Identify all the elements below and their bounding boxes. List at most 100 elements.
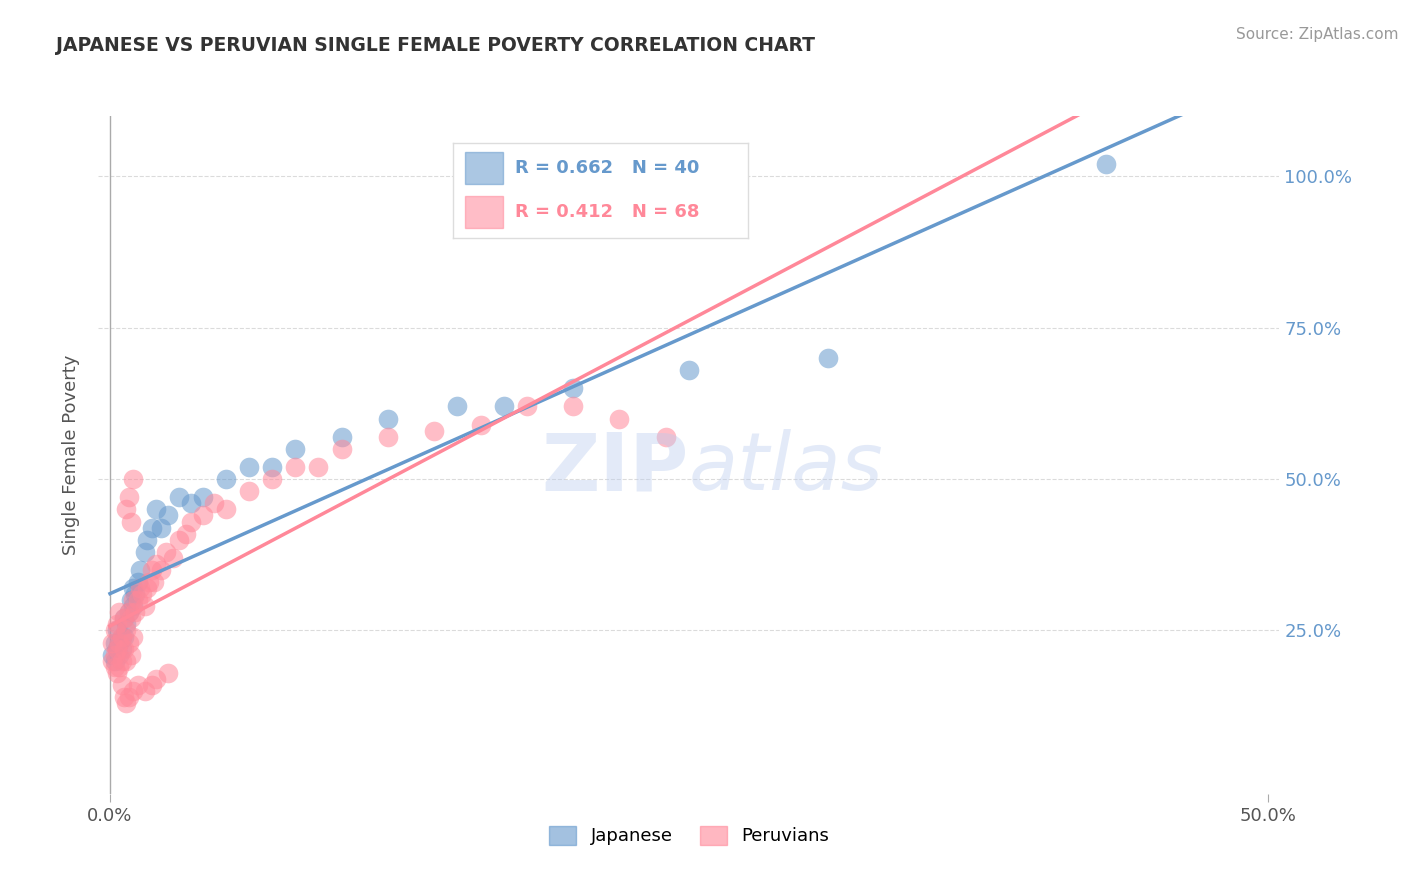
Point <box>562 381 585 395</box>
Point <box>145 557 167 571</box>
Point <box>215 472 238 486</box>
Point <box>104 660 127 674</box>
Point <box>124 587 146 601</box>
Point <box>134 545 156 559</box>
Point <box>169 491 191 505</box>
FancyBboxPatch shape <box>464 196 503 228</box>
Point <box>122 472 145 486</box>
Point <box>117 690 139 704</box>
Point <box>155 545 177 559</box>
Point <box>108 648 131 662</box>
Point <box>678 363 700 377</box>
Point <box>110 630 132 644</box>
Point <box>104 654 127 668</box>
Point <box>262 472 284 486</box>
Text: R = 0.662   N = 40: R = 0.662 N = 40 <box>515 159 699 177</box>
Text: JAPANESE VS PERUVIAN SINGLE FEMALE POVERTY CORRELATION CHART: JAPANESE VS PERUVIAN SINGLE FEMALE POVER… <box>56 36 815 54</box>
Legend: Japanese, Peruvians: Japanese, Peruvians <box>541 819 837 853</box>
Point <box>115 502 138 516</box>
Point <box>162 550 184 565</box>
Point <box>120 515 142 529</box>
Point <box>129 563 152 577</box>
Point <box>141 520 163 534</box>
Point <box>112 611 135 625</box>
Point <box>516 400 538 414</box>
Point <box>122 593 145 607</box>
Point <box>104 624 127 638</box>
Point <box>136 533 159 547</box>
Point <box>115 654 138 668</box>
Point <box>655 430 678 444</box>
Point <box>115 617 138 632</box>
Point <box>817 351 839 365</box>
FancyBboxPatch shape <box>464 152 503 184</box>
Point <box>105 665 128 680</box>
Point <box>330 430 353 444</box>
Point <box>1094 157 1116 171</box>
Point <box>122 684 145 698</box>
Point <box>112 641 135 656</box>
Point <box>180 496 202 510</box>
Point <box>120 611 142 625</box>
Point <box>104 635 127 649</box>
Point <box>108 660 131 674</box>
Point <box>112 630 135 644</box>
Point <box>101 654 124 668</box>
Point <box>101 648 124 662</box>
Point <box>115 696 138 710</box>
Point <box>112 690 135 704</box>
Point <box>284 460 307 475</box>
Point <box>262 460 284 475</box>
Point <box>156 508 179 523</box>
Point <box>105 624 128 638</box>
Point <box>191 508 214 523</box>
Point <box>127 593 149 607</box>
Point <box>127 678 149 692</box>
Point <box>110 630 132 644</box>
Point <box>110 641 132 656</box>
Point <box>238 484 260 499</box>
Point <box>138 575 160 590</box>
Point <box>110 654 132 668</box>
Point <box>180 515 202 529</box>
Point <box>145 502 167 516</box>
Point <box>110 678 132 692</box>
Point <box>284 442 307 456</box>
Point <box>117 491 139 505</box>
Point <box>101 635 124 649</box>
Point <box>117 605 139 619</box>
Point <box>108 635 131 649</box>
Point <box>105 641 128 656</box>
Point <box>122 630 145 644</box>
Point <box>122 581 145 595</box>
Point <box>470 417 492 432</box>
Point <box>117 635 139 649</box>
Point <box>131 587 153 601</box>
Y-axis label: Single Female Poverty: Single Female Poverty <box>62 355 80 555</box>
Point <box>377 430 399 444</box>
Point <box>108 635 131 649</box>
Point <box>156 665 179 680</box>
Point <box>134 599 156 614</box>
Point <box>215 502 238 516</box>
Text: ZIP: ZIP <box>541 429 689 508</box>
Point <box>191 491 214 505</box>
Point <box>105 617 128 632</box>
Text: Source: ZipAtlas.com: Source: ZipAtlas.com <box>1236 27 1399 42</box>
Point <box>124 605 146 619</box>
Point <box>149 563 172 577</box>
Point <box>141 563 163 577</box>
Point <box>238 460 260 475</box>
Point <box>136 581 159 595</box>
Text: atlas: atlas <box>689 429 884 508</box>
Point <box>176 526 198 541</box>
Point <box>120 593 142 607</box>
Point <box>377 411 399 425</box>
Point <box>149 520 172 534</box>
Point <box>562 400 585 414</box>
Point <box>115 624 138 638</box>
Point <box>446 400 468 414</box>
Point <box>127 575 149 590</box>
Point <box>117 605 139 619</box>
Point <box>330 442 353 456</box>
